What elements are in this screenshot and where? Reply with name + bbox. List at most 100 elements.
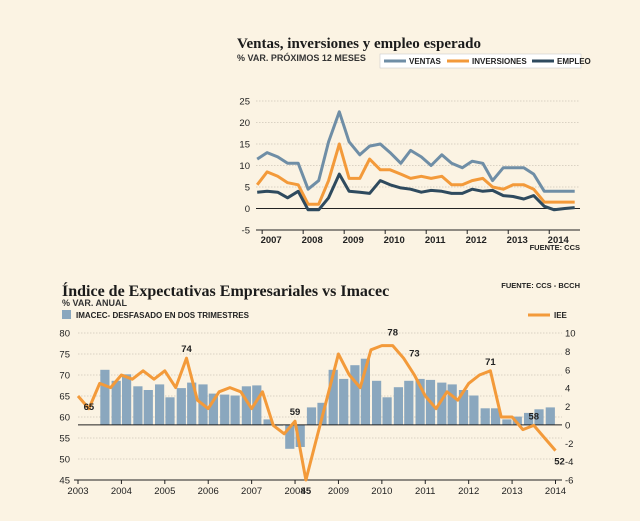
chart1-y-tick-label: 15 [239, 140, 250, 151]
imacec-bar [208, 393, 218, 425]
iee-data-label: 74 [181, 344, 192, 355]
chart1-x-tick-label: 2009 [343, 235, 364, 246]
chart2-x-tick-label: 2004 [111, 486, 132, 497]
legend-label-ventas: VENTAS [409, 57, 442, 66]
imacec-bar [350, 365, 360, 425]
chart1-x-tick-label: 2007 [261, 235, 282, 246]
chart1-x-tick-label: 2014 [548, 235, 570, 246]
imacec-bar [372, 380, 382, 425]
legend-label-inversiones: INVERSIONES [472, 57, 527, 66]
iee-data-label: 59 [290, 407, 301, 418]
imacec-bar [447, 384, 457, 425]
chart1-y-tick-label: 10 [239, 161, 250, 172]
iee-data-label: 65 [84, 402, 95, 413]
chart1-x-tick-label: 2013 [507, 235, 528, 246]
chart1-y-ticks: 25 20 15 10 5 0 -5 [239, 97, 250, 237]
iee-data-label: 73 [409, 348, 420, 359]
iee-data-label: 45 [301, 486, 312, 497]
chart-iee-imacec: Índice de Expectativas Empresariales vs … [59, 281, 580, 497]
series-line-empleo [257, 172, 575, 212]
chart2-right-y-ticks: 10 8 6 4 2 0 -2 -4 -6 [565, 329, 576, 487]
imacec-bar [458, 390, 469, 425]
imacec-bar [241, 386, 251, 425]
chart1-ylabel: % VAR. PRÓXIMOS 12 MESES [237, 52, 366, 63]
imacec-bar [306, 407, 317, 425]
chart2-x-tick-label: 2014 [545, 486, 566, 497]
imacec-bar [480, 408, 490, 425]
chart1-x-tick-label: 2008 [302, 235, 323, 246]
chart1-gridlines [256, 100, 580, 231]
imacec-bar [122, 374, 132, 425]
chart2-x-tick-label: 2005 [154, 486, 175, 497]
chart2-right-tick-label: -4 [565, 457, 573, 468]
imacec-bar [437, 382, 447, 425]
chart2-data-labels: 65 74 59 45 78 73 71 58 52 [84, 327, 565, 497]
chart1-y-tick-label: 5 [245, 183, 250, 194]
chart1-x-ticks: 2007 2008 2009 2010 2011 2012 2013 2014 [261, 230, 570, 246]
chart2-right-tick-label: 2 [565, 402, 570, 413]
chart2-right-tick-label: -2 [565, 439, 573, 450]
chart2-x-tick-label: 2011 [415, 486, 435, 497]
imacec-bar [545, 407, 555, 425]
imacec-bar [111, 380, 121, 425]
chart-ventas: Ventas, inversiones y empleo esperado % … [237, 36, 591, 252]
imacec-bar [382, 397, 392, 425]
chart1-y-tick-label: 0 [245, 204, 250, 215]
imacec-bar [415, 378, 425, 425]
chart2-left-y-ticks: 80 75 70 65 60 55 50 45 [59, 329, 70, 487]
chart2-x-tick-label: 2009 [328, 486, 349, 497]
chart1-y-tick-label: 20 [239, 118, 250, 129]
chart2-title: Índice de Expectativas Empresariales vs … [62, 281, 389, 300]
chart2-left-tick-label: 55 [59, 434, 70, 445]
chart2-bars [100, 358, 555, 449]
imacec-bar [339, 378, 349, 425]
chart2-right-tick-label: -6 [565, 476, 573, 487]
chart2-ylabel: % VAR. ANUAL [62, 298, 128, 308]
imacec-bar [165, 397, 175, 425]
chart2-right-tick-label: 6 [565, 365, 570, 376]
imacec-bar [252, 385, 262, 425]
imacec-bar [263, 419, 273, 425]
chart1-x-tick-label: 2012 [466, 235, 487, 246]
chart2-legend: IMACEC- DESFASADO EN DOS TRIMESTRES IEE [62, 310, 568, 320]
legend-swatch-imacec [62, 310, 71, 319]
chart2-left-tick-label: 50 [59, 455, 70, 466]
imacec-bar [393, 387, 403, 425]
chart2-right-tick-label: 4 [565, 384, 570, 395]
imacec-bar [187, 382, 197, 425]
imacec-bar [534, 409, 544, 425]
series-line-ventas [256, 110, 575, 193]
chart2-x-tick-label: 2012 [458, 486, 479, 497]
imacec-bar [133, 386, 143, 425]
imacec-bar [155, 384, 165, 425]
imacec-bar [469, 395, 479, 425]
chart1-title: Ventas, inversiones y empleo esperado [237, 36, 481, 52]
imacec-bar [502, 419, 512, 425]
chart2-x-tick-label: 2008 [284, 486, 305, 497]
chart2-left-tick-label: 75 [59, 350, 70, 361]
imacec-bar [295, 424, 305, 447]
imacec-bar [285, 424, 295, 449]
chart1-y-tick-label: -5 [242, 226, 250, 237]
imacec-bar [360, 358, 370, 425]
chart2-left-tick-label: 60 [59, 413, 70, 424]
iee-data-label: 52 [554, 457, 565, 468]
imacec-bar [143, 390, 153, 425]
legend-label-empleo: EMPLEO [557, 57, 591, 66]
chart2-x-tick-label: 2007 [241, 486, 262, 497]
imacec-bar [230, 395, 240, 425]
chart1-series [256, 110, 575, 212]
imacec-bar [404, 380, 414, 425]
chart2-right-tick-label: 0 [565, 420, 570, 431]
iee-data-label: 58 [528, 411, 539, 422]
chart2-left-tick-label: 80 [59, 329, 70, 340]
chart1-x-tick-label: 2010 [384, 235, 405, 246]
chart1-y-tick-label: 25 [239, 97, 250, 108]
chart1-legend: VENTAS INVERSIONES EMPLEO [379, 53, 591, 69]
imacec-bar [176, 388, 186, 425]
chart1-legend-box [379, 53, 582, 69]
iee-data-label: 71 [485, 357, 496, 368]
series-line-iee [76, 344, 557, 482]
chart2-left-tick-label: 70 [59, 371, 70, 382]
